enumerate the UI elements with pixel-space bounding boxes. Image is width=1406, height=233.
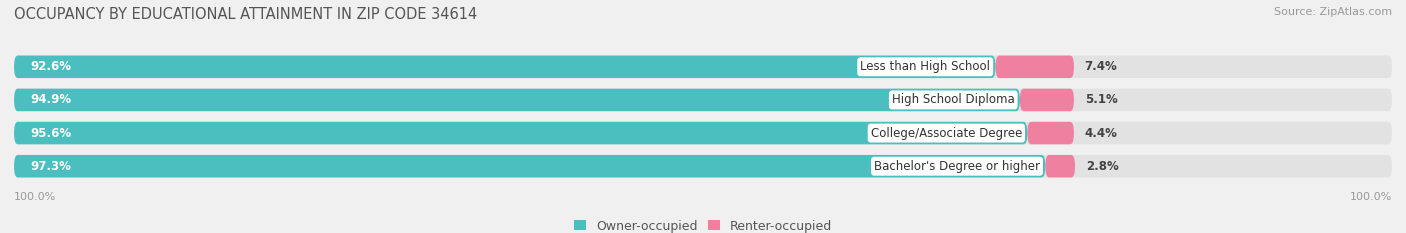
FancyBboxPatch shape bbox=[1045, 155, 1076, 178]
Text: 95.6%: 95.6% bbox=[30, 127, 72, 140]
FancyBboxPatch shape bbox=[14, 89, 1392, 111]
Text: 5.1%: 5.1% bbox=[1084, 93, 1118, 106]
FancyBboxPatch shape bbox=[14, 89, 1019, 111]
FancyBboxPatch shape bbox=[14, 122, 1392, 144]
Text: 2.8%: 2.8% bbox=[1085, 160, 1118, 173]
Text: Source: ZipAtlas.com: Source: ZipAtlas.com bbox=[1274, 7, 1392, 17]
FancyBboxPatch shape bbox=[14, 55, 995, 78]
Text: OCCUPANCY BY EDUCATIONAL ATTAINMENT IN ZIP CODE 34614: OCCUPANCY BY EDUCATIONAL ATTAINMENT IN Z… bbox=[14, 7, 477, 22]
Text: Bachelor's Degree or higher: Bachelor's Degree or higher bbox=[875, 160, 1040, 173]
Text: 100.0%: 100.0% bbox=[14, 192, 56, 202]
Text: College/Associate Degree: College/Associate Degree bbox=[870, 127, 1022, 140]
Text: 4.4%: 4.4% bbox=[1084, 127, 1118, 140]
Text: 7.4%: 7.4% bbox=[1084, 60, 1118, 73]
FancyBboxPatch shape bbox=[14, 122, 1028, 144]
FancyBboxPatch shape bbox=[995, 55, 1074, 78]
Text: 94.9%: 94.9% bbox=[30, 93, 72, 106]
Text: 97.3%: 97.3% bbox=[30, 160, 70, 173]
Text: 100.0%: 100.0% bbox=[1350, 192, 1392, 202]
Text: High School Diploma: High School Diploma bbox=[891, 93, 1015, 106]
Text: Less than High School: Less than High School bbox=[860, 60, 990, 73]
FancyBboxPatch shape bbox=[14, 155, 1392, 178]
FancyBboxPatch shape bbox=[14, 55, 1392, 78]
Text: 92.6%: 92.6% bbox=[30, 60, 70, 73]
FancyBboxPatch shape bbox=[1028, 122, 1074, 144]
FancyBboxPatch shape bbox=[1019, 89, 1074, 111]
FancyBboxPatch shape bbox=[14, 155, 1045, 178]
Legend: Owner-occupied, Renter-occupied: Owner-occupied, Renter-occupied bbox=[574, 219, 832, 233]
